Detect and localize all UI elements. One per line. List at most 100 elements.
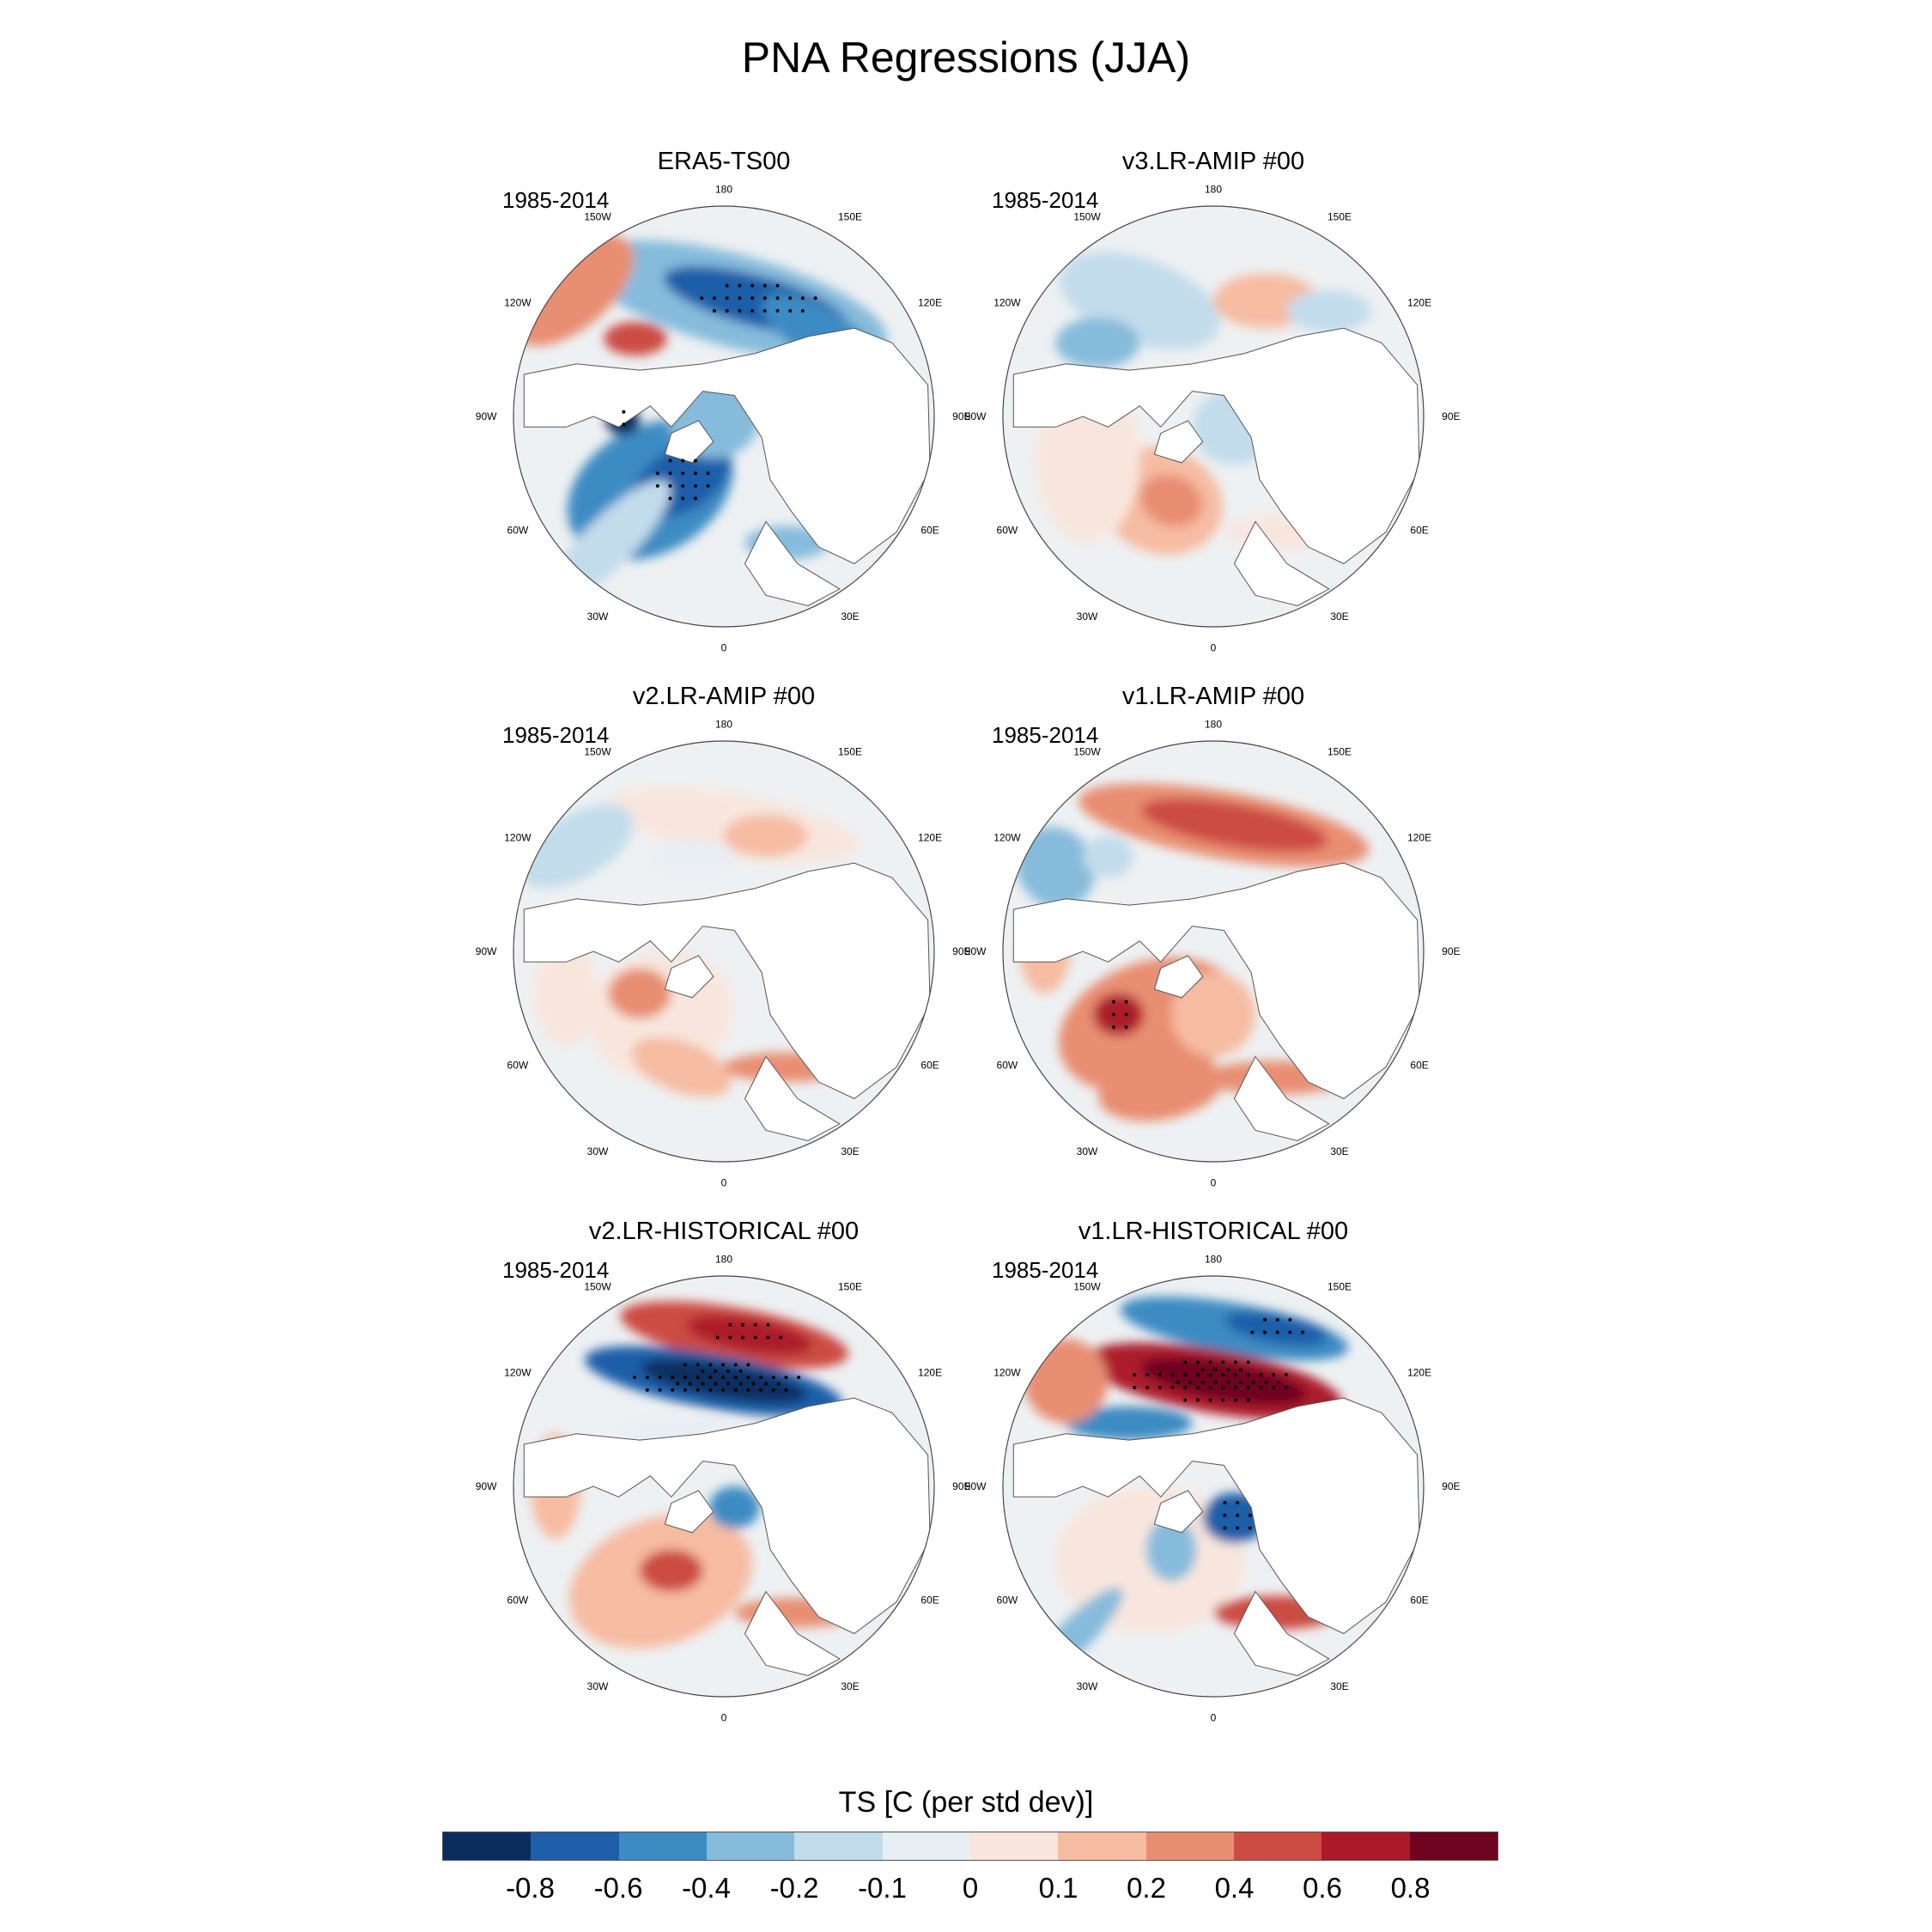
- polar-map: 180 150E 120E 90E 60E 30E 0 30W 60W 90W 120W 150W: [476, 183, 971, 653]
- anomaly-region: [519, 804, 634, 889]
- significance-dot: [712, 309, 716, 313]
- longitude-label: 90W: [965, 1480, 987, 1492]
- significance-dot: [1264, 1380, 1268, 1384]
- significance-dot: [701, 1369, 705, 1373]
- significance-dot: [696, 1388, 700, 1392]
- significance-dot: [681, 459, 685, 463]
- anomaly-region: [1066, 1406, 1193, 1441]
- significance-dot: [1145, 1385, 1150, 1389]
- significance-dot: [753, 1335, 757, 1340]
- significance-dot: [1183, 1398, 1188, 1402]
- significance-dot: [1272, 1385, 1276, 1389]
- longitude-label: 120W: [504, 297, 532, 309]
- longitude-label: 120W: [993, 832, 1021, 844]
- significance-dot: [738, 309, 742, 313]
- longitude-label: 60W: [507, 524, 529, 536]
- map-panel: v2.LR-AMIP #00 1985-2014 180 150E 120E 90E 60E…: [475, 683, 973, 1189]
- significance-dot: [738, 1369, 743, 1373]
- longitude-label: 30W: [587, 1680, 609, 1692]
- longitude-label: 90W: [965, 410, 987, 422]
- significance-dot: [668, 496, 672, 501]
- anomaly-region: [641, 1358, 807, 1404]
- significance-dot: [1233, 1373, 1237, 1377]
- significance-dot: [1145, 1373, 1150, 1377]
- significance-dot: [645, 1388, 649, 1392]
- significance-dot: [1288, 1330, 1292, 1334]
- anomaly-region: [1145, 1517, 1197, 1582]
- longitude-label: 90E: [1442, 1480, 1460, 1492]
- anomaly-region: [513, 234, 635, 346]
- longitude-label: 30E: [1330, 1680, 1348, 1692]
- longitude-label: 90E: [1442, 945, 1460, 957]
- significance-dot: [1133, 1373, 1137, 1377]
- longitude-label: 60E: [1410, 1594, 1428, 1606]
- significance-dot: [668, 471, 672, 476]
- longitude-label: 90E: [952, 410, 970, 422]
- anomaly-region: [1140, 1357, 1307, 1406]
- significance-dot: [779, 1335, 783, 1340]
- longitude-label: 30E: [841, 1680, 859, 1692]
- map-field: [1003, 741, 1424, 1162]
- panel-title: v1.LR-HISTORICAL #00: [1078, 1218, 1349, 1245]
- significance-dot: [1259, 1373, 1263, 1377]
- longitude-label: 0: [721, 642, 727, 654]
- significance-dot: [750, 309, 755, 313]
- figure-title: PNA Regressions (JJA): [741, 33, 1191, 82]
- significance-dot: [708, 1388, 713, 1392]
- significance-dot: [683, 1388, 687, 1392]
- longitude-label: 0: [721, 1177, 727, 1189]
- longitude-label: 30W: [587, 1145, 609, 1157]
- colorbar: [442, 1832, 1498, 1861]
- anomaly-region: [1286, 290, 1371, 332]
- panel-period: 1985-2014: [992, 1257, 1099, 1283]
- significance-dot: [712, 296, 716, 301]
- land-mass: [744, 1055, 841, 1142]
- significance-dot: [706, 471, 710, 476]
- colorbar-tick-label: 0.2: [1127, 1872, 1166, 1904]
- longitude-label: 150W: [584, 210, 611, 222]
- significance-dot: [721, 1388, 726, 1392]
- significance-dot: [693, 471, 697, 476]
- significance-dot: [681, 483, 685, 488]
- significance-dot: [1195, 1398, 1200, 1402]
- significance-dot: [788, 309, 793, 313]
- significance-dot: [1124, 1012, 1128, 1017]
- significance-dot: [746, 1376, 750, 1380]
- longitude-label: 30W: [1077, 611, 1098, 623]
- colorbar-tick-label: 0.4: [1214, 1872, 1255, 1904]
- significance-dot: [751, 1382, 756, 1386]
- significance-dot: [725, 309, 729, 313]
- colorbar-tick-label: -0.4: [682, 1872, 731, 1904]
- significance-dot: [1200, 1368, 1205, 1372]
- significance-dot: [1276, 1380, 1280, 1384]
- significance-dot: [771, 1388, 775, 1392]
- significance-dot: [753, 1322, 757, 1327]
- longitude-label: 30E: [841, 611, 859, 623]
- anomaly-region: [686, 1315, 811, 1355]
- significance-dot: [1223, 1501, 1227, 1505]
- map-border: [1002, 205, 1425, 628]
- significance-dot: [1238, 1380, 1242, 1384]
- significance-dot: [1301, 1330, 1305, 1334]
- land-mass: [664, 420, 714, 464]
- longitude-label: 90E: [952, 945, 970, 957]
- longitude-label: 30E: [1330, 1145, 1348, 1157]
- significance-dot: [1251, 1380, 1255, 1384]
- significance-dot: [1236, 1513, 1240, 1517]
- significance-dot: [622, 422, 626, 427]
- colorbar-swatch: [1321, 1832, 1410, 1860]
- longitude-label: 150E: [1327, 1280, 1352, 1292]
- significance-dot: [1272, 1373, 1276, 1377]
- longitude-label: 150E: [838, 745, 862, 757]
- colorbar-swatch: [1145, 1832, 1234, 1860]
- map-border: [513, 1275, 935, 1698]
- significance-dot: [762, 283, 767, 288]
- significance-dot: [1236, 1526, 1240, 1530]
- significance-dot: [733, 1388, 738, 1392]
- longitude-label: 180: [1205, 718, 1222, 730]
- land-mass: [1012, 327, 1420, 565]
- significance-dot: [733, 1363, 738, 1367]
- panel-period: 1985-2014: [992, 722, 1099, 748]
- longitude-label: 150W: [1073, 1280, 1101, 1292]
- significance-dot: [1238, 1368, 1242, 1372]
